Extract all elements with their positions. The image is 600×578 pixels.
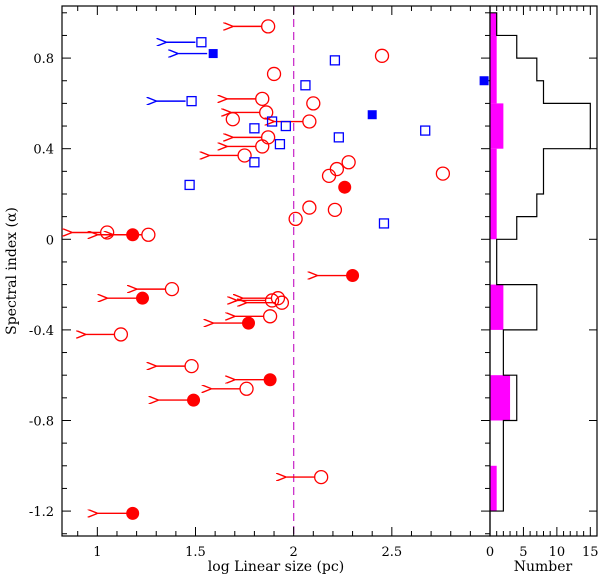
x-tick-label: 1.5 [185, 545, 206, 560]
open-square-point [420, 125, 431, 136]
main-axis-ticks [62, 6, 597, 536]
main-data-points [71, 19, 489, 520]
open-square-point [378, 218, 390, 229]
open-circle-point [321, 168, 337, 184]
open-square-point [329, 55, 341, 66]
open-circle-point [255, 91, 270, 107]
open-circle-point [374, 48, 390, 63]
open-circle-point [341, 155, 356, 170]
y-tick-label: 0.8 [33, 52, 54, 67]
histogram-filled-bar [490, 103, 504, 149]
histogram-filled-bar [490, 284, 504, 330]
open-circle-point [260, 130, 276, 145]
y-tick-label: 0 [46, 233, 54, 248]
x-tick-label: 2 [290, 545, 298, 560]
y-tick-label: -0.8 [29, 414, 54, 429]
y-tick-label: -0.4 [29, 324, 54, 339]
x-tick-label: 1 [93, 545, 101, 560]
open-circle-point [100, 225, 115, 240]
histogram-filled-bar [490, 12, 497, 36]
x-tick-label: 2.5 [381, 545, 402, 560]
open-circle-point [435, 166, 451, 181]
histogram-panel: 0 5 10 15 [486, 5, 599, 560]
histogram-axis-ticks [489, 6, 591, 536]
open-square-point [280, 120, 291, 132]
filled-circle-point [263, 373, 277, 387]
y-tick-label: -1.2 [29, 505, 54, 520]
open-circle-point [262, 309, 278, 324]
open-circle-point [225, 112, 240, 127]
open-circle-point [239, 381, 254, 396]
open-circle-point [141, 227, 156, 242]
hist-x-tick-label: 15 [582, 545, 599, 560]
open-circle-point [288, 211, 303, 227]
open-circle-point [237, 148, 252, 163]
histogram-x-axis-title: Number [514, 559, 573, 575]
open-circle-point [113, 327, 129, 342]
histogram-filled-bar [490, 35, 497, 104]
open-circle-point [260, 19, 276, 34]
main-plot-frame [61, 5, 491, 537]
filled-square-point [479, 76, 489, 86]
filled-circle-point [187, 393, 201, 407]
y-axis-title: Spectral index (α) [4, 207, 20, 335]
filled-circle-point [126, 506, 140, 520]
histogram-filled-bins [490, 12, 511, 512]
open-circle-point [306, 96, 321, 111]
filled-circle-point [135, 291, 149, 305]
open-square-point [333, 132, 344, 143]
open-circle-point [327, 202, 343, 217]
filled-circle-point [242, 316, 256, 330]
open-circle-point [266, 66, 282, 82]
open-square-point [249, 157, 260, 168]
histogram-filled-bar [490, 465, 497, 512]
histogram-filled-bar [490, 148, 497, 240]
open-square-point [266, 116, 278, 127]
open-square-point [186, 95, 197, 107]
histogram-filled-bar [490, 375, 511, 421]
main-panel: 1 1.5 2 2.5 -1.2 -0.8 -0.4 0 0.4 0.8 [29, 5, 597, 560]
open-circle-point [302, 114, 317, 129]
open-square-point [249, 123, 260, 134]
open-circle-point [255, 139, 270, 154]
hist-x-tick-label: 5 [519, 545, 527, 560]
open-square-point [196, 37, 207, 48]
open-circle-point [302, 200, 317, 215]
open-circle-point [314, 469, 329, 485]
open-square-point [300, 80, 311, 91]
open-circle-point [329, 161, 345, 177]
x-axis-title: log Linear size (pc) [208, 559, 344, 575]
histogram-outline [490, 12, 591, 512]
filled-circle-point [338, 180, 352, 194]
open-square-point [184, 179, 195, 191]
main-tick-labels: 1 1.5 2 2.5 -1.2 -0.8 -0.4 0 0.4 0.8 [29, 52, 402, 560]
y-tick-label: 0.4 [33, 143, 54, 158]
open-circle-point [164, 281, 180, 297]
filled-square-point [208, 49, 218, 59]
filled-circle-point [346, 269, 360, 283]
filled-square-point [367, 110, 377, 120]
open-square-point [274, 139, 286, 150]
hist-x-tick-label: 10 [549, 545, 566, 560]
histogram-tick-labels: 0 5 10 15 [486, 545, 599, 560]
open-circle-point [184, 358, 199, 374]
hist-x-tick-label: 0 [486, 545, 494, 560]
